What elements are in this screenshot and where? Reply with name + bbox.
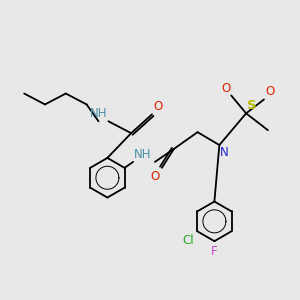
Text: Cl: Cl	[183, 234, 194, 247]
Text: O: O	[151, 170, 160, 183]
Text: N: N	[220, 146, 229, 159]
Text: O: O	[153, 100, 162, 113]
Text: S: S	[247, 99, 257, 112]
Text: NH: NH	[134, 148, 152, 161]
Text: F: F	[211, 245, 218, 258]
Text: O: O	[265, 85, 274, 98]
Text: O: O	[221, 82, 230, 94]
Text: NH: NH	[90, 107, 107, 120]
